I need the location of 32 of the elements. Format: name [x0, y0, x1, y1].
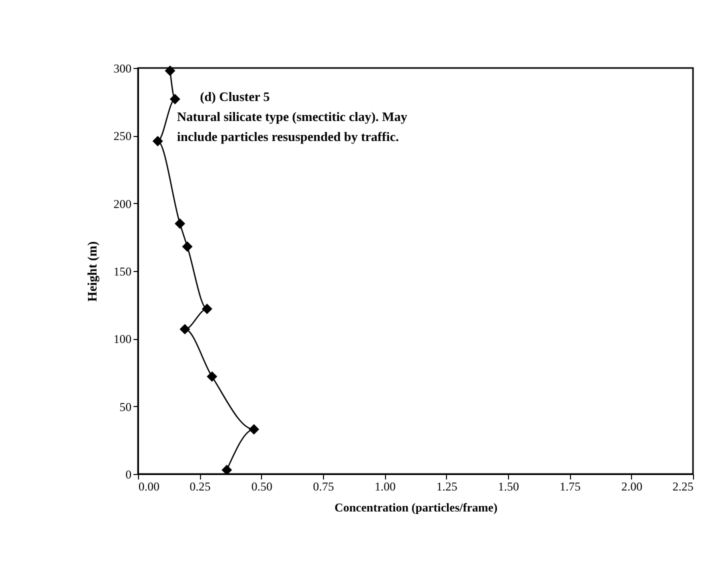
y-axis-title: Height (m) — [84, 241, 100, 302]
x-tick-label: 1.50 — [498, 480, 519, 494]
point — [202, 304, 212, 314]
point — [222, 464, 232, 476]
point — [164, 65, 176, 76]
y-tick-label: 150 — [114, 264, 132, 278]
y-tick-label: 50 — [120, 400, 132, 414]
point — [206, 371, 218, 382]
annotation: Natural silicate type (smectitic clay). May — [177, 109, 408, 124]
x-tick-label: 0.75 — [313, 480, 334, 494]
x-tick-label: 2.00 — [621, 480, 642, 494]
x-axis-title: Concentration (particles/frame) — [334, 500, 498, 514]
y-tick-label: 0 — [126, 468, 132, 482]
annotation: (d) Cluster 5 — [200, 89, 270, 104]
y-tick-label: 200 — [114, 196, 132, 211]
y-tick-label: 250 — [114, 129, 132, 144]
x-tick-label: 1.00 — [374, 480, 396, 494]
point — [152, 136, 163, 146]
x-tick-label: 1.25 — [436, 480, 458, 494]
x-tick-label: 0.50 — [251, 480, 272, 494]
point — [182, 241, 193, 252]
point — [248, 424, 260, 435]
x-tick-label: 0.25 — [190, 480, 211, 494]
point — [170, 94, 180, 104]
x-tick-label: 1.75 — [560, 480, 581, 494]
y-tick-label: 300 — [114, 62, 132, 76]
y-tick-label: 100 — [114, 332, 132, 346]
point — [180, 324, 190, 334]
annotation: include particles resuspended by traffic. — [177, 129, 399, 144]
point — [174, 218, 186, 229]
x-tick-label: 0.00 — [138, 480, 160, 494]
x-tick-label: 2.25 — [672, 480, 694, 494]
